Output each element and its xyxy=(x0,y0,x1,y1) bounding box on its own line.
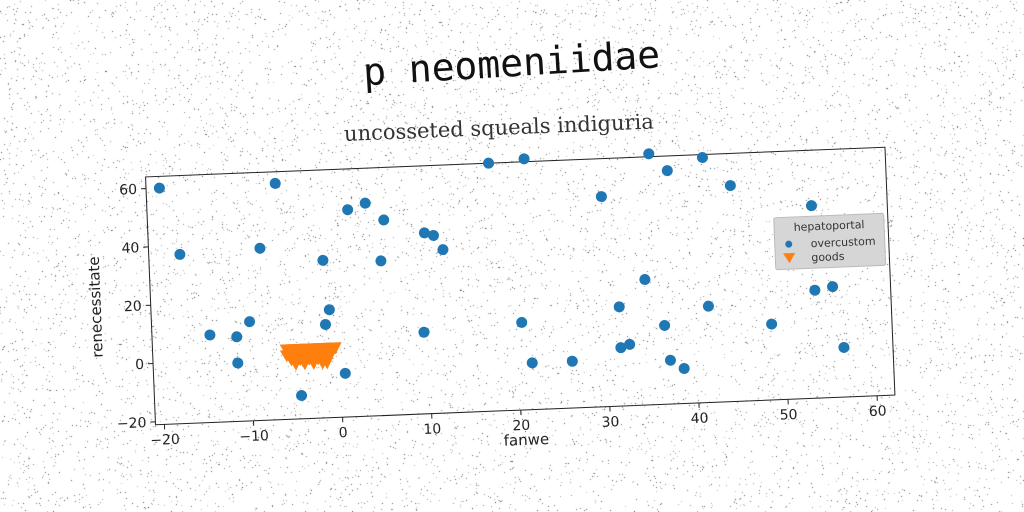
point-goods xyxy=(306,357,320,370)
point-overcustom xyxy=(204,329,216,341)
point-overcustom xyxy=(174,248,186,260)
x-tick-label: −20 xyxy=(150,432,180,449)
point-overcustom xyxy=(702,300,714,312)
legend: hepatoportal overcustom goods xyxy=(773,212,887,271)
point-overcustom xyxy=(724,180,736,192)
legend-box xyxy=(773,212,887,271)
x-tick-label: 60 xyxy=(869,403,887,420)
point-goods xyxy=(320,357,334,370)
point-overcustom xyxy=(319,318,331,330)
x-tick-label: 20 xyxy=(512,418,530,435)
point-overcustom xyxy=(838,341,850,353)
legend-label-overcustom: overcustom xyxy=(811,235,876,251)
point-overcustom xyxy=(323,304,335,316)
chart-title: uncosseted squeals indiguria xyxy=(344,110,655,146)
point-overcustom xyxy=(659,319,671,331)
data-points xyxy=(153,148,850,402)
point-overcustom xyxy=(153,182,165,194)
point-overcustom xyxy=(437,244,449,256)
point-overcustom xyxy=(231,331,243,343)
point-overcustom xyxy=(418,227,430,239)
point-overcustom xyxy=(427,229,439,241)
point-overcustom xyxy=(269,177,281,189)
y-axis-ticks: −20 0 20 40 60 xyxy=(117,182,156,432)
point-overcustom xyxy=(526,357,538,369)
y-tick-label: 0 xyxy=(135,357,145,373)
point-overcustom xyxy=(643,148,655,160)
point-overcustom xyxy=(661,165,673,177)
point-overcustom xyxy=(827,281,839,293)
point-overcustom xyxy=(624,338,636,350)
point-overcustom xyxy=(595,191,607,203)
point-overcustom xyxy=(244,316,256,328)
point-overcustom xyxy=(766,318,778,330)
point-overcustom xyxy=(378,214,390,226)
point-goods xyxy=(289,358,303,371)
point-overcustom xyxy=(678,362,690,374)
point-overcustom xyxy=(516,316,528,328)
point-overcustom xyxy=(639,274,651,286)
legend-label-goods: goods xyxy=(811,250,845,264)
point-overcustom xyxy=(696,151,708,163)
x-axis-label: fanwe xyxy=(503,430,549,450)
x-tick-label: 10 xyxy=(423,421,441,438)
point-overcustom xyxy=(232,357,244,369)
point-goods xyxy=(298,358,312,371)
point-overcustom xyxy=(809,284,821,296)
x-tick-label: 0 xyxy=(338,425,348,441)
point-overcustom xyxy=(339,367,351,379)
y-tick-label: 60 xyxy=(119,182,137,199)
x-axis-ticks: −20 −10 0 10 20 30 40 50 60 xyxy=(150,395,887,449)
point-overcustom xyxy=(375,255,387,267)
point-overcustom xyxy=(254,242,266,254)
point-overcustom xyxy=(566,355,578,367)
x-tick-label: 40 xyxy=(690,411,708,428)
point-overcustom xyxy=(664,354,676,366)
x-tick-label: 50 xyxy=(779,407,797,424)
point-overcustom xyxy=(805,200,817,212)
legend-marker-goods xyxy=(783,252,796,264)
point-overcustom xyxy=(483,157,495,169)
legend-title: hepatoportal xyxy=(793,218,864,234)
x-tick-label: −10 xyxy=(239,428,269,445)
legend-marker-overcustom xyxy=(785,240,793,248)
point-overcustom xyxy=(359,197,371,209)
point-overcustom xyxy=(615,342,627,354)
y-tick-label: 40 xyxy=(121,240,139,257)
y-tick-label: −20 xyxy=(117,415,147,432)
plot-frame xyxy=(145,146,896,426)
y-tick-label: 20 xyxy=(124,299,142,316)
point-overcustom xyxy=(613,301,625,313)
point-overcustom xyxy=(518,153,530,165)
point-overcustom xyxy=(342,204,354,216)
point-overcustom xyxy=(317,254,329,266)
point-overcustom xyxy=(418,326,430,338)
x-tick-label: 30 xyxy=(601,414,619,431)
y-axis-label: renecessitate xyxy=(85,256,107,358)
point-overcustom xyxy=(296,390,308,402)
